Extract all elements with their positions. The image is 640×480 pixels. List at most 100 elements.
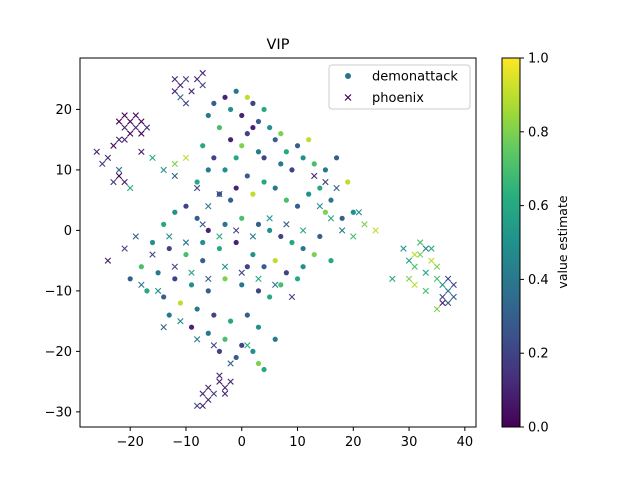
point-demonattack-45 bbox=[222, 221, 228, 227]
point-phoenix-32 bbox=[110, 178, 117, 186]
colorbar-tick-label-2: 0.4 bbox=[528, 273, 549, 288]
point-phoenix-85 bbox=[199, 390, 206, 397]
x-tick-label-6: 40 bbox=[457, 435, 474, 450]
legend-circle-marker bbox=[345, 73, 351, 79]
point-phoenix-111 bbox=[411, 251, 418, 258]
x-tick-label-0: −20 bbox=[116, 435, 143, 450]
legend: demonattack phoenix bbox=[328, 64, 471, 110]
point-phoenix-99 bbox=[444, 299, 452, 307]
point-demonattack-3 bbox=[211, 100, 217, 106]
point-demonattack-94 bbox=[244, 264, 250, 270]
point-phoenix-42 bbox=[333, 184, 340, 192]
point-demonattack-86 bbox=[255, 360, 262, 367]
chart-title: VIP bbox=[267, 37, 290, 53]
point-demonattack-81 bbox=[205, 330, 211, 336]
point-phoenix-3 bbox=[171, 88, 179, 95]
point-demonattack-43 bbox=[161, 221, 167, 227]
point-demonattack-19 bbox=[283, 149, 289, 155]
point-demonattack-72 bbox=[267, 294, 273, 300]
point-phoenix-58 bbox=[232, 227, 240, 234]
colorbar-tick-label-4: 0.8 bbox=[528, 125, 549, 140]
point-phoenix-104 bbox=[405, 275, 413, 282]
point-demonattack-14 bbox=[200, 143, 206, 149]
point-phoenix-54 bbox=[166, 233, 173, 240]
point-demonattack-26 bbox=[222, 167, 228, 173]
point-phoenix-77 bbox=[227, 360, 234, 367]
point-phoenix-108 bbox=[450, 293, 457, 301]
point-demonattack-38 bbox=[322, 209, 329, 215]
point-phoenix-4 bbox=[193, 75, 201, 83]
point-phoenix-10 bbox=[127, 118, 134, 125]
point-demonattack-24 bbox=[289, 167, 295, 173]
point-demonattack-39 bbox=[339, 215, 345, 221]
point-phoenix-30 bbox=[115, 172, 123, 180]
point-demonattack-74 bbox=[177, 300, 183, 306]
point-phoenix-57 bbox=[216, 233, 223, 240]
point-demonattack-60 bbox=[261, 264, 267, 270]
point-demonattack-55 bbox=[183, 251, 189, 258]
point-phoenix-96 bbox=[439, 281, 446, 289]
point-phoenix-65 bbox=[171, 263, 179, 270]
point-phoenix-33 bbox=[127, 184, 134, 192]
point-demonattack-57 bbox=[216, 245, 223, 252]
point-demonattack-48 bbox=[267, 227, 273, 234]
point-phoenix-73 bbox=[160, 323, 167, 331]
point-demonattack-99 bbox=[227, 197, 234, 203]
point-phoenix-14 bbox=[127, 130, 134, 137]
point-phoenix-36 bbox=[171, 172, 179, 180]
point-phoenix-27 bbox=[149, 154, 156, 162]
point-demonattack-5 bbox=[250, 100, 256, 106]
point-demonattack-8 bbox=[205, 112, 211, 119]
point-phoenix-114 bbox=[439, 299, 446, 307]
point-demonattack-82 bbox=[222, 336, 228, 342]
point-phoenix-50 bbox=[104, 257, 112, 264]
point-phoenix-92 bbox=[417, 251, 424, 258]
colorbar-gradient bbox=[502, 58, 520, 427]
point-phoenix-89 bbox=[199, 402, 206, 410]
point-phoenix-49 bbox=[355, 209, 363, 216]
point-demonattack-20 bbox=[294, 143, 301, 149]
point-demonattack-29 bbox=[233, 185, 239, 191]
point-demonattack-80 bbox=[188, 324, 195, 330]
point-phoenix-41 bbox=[322, 178, 329, 186]
point-phoenix-16 bbox=[115, 118, 123, 125]
point-demonattack-88 bbox=[216, 348, 223, 354]
y-tick-label-4: 10 bbox=[55, 163, 72, 178]
point-demonattack-42 bbox=[194, 215, 200, 221]
point-phoenix-1 bbox=[177, 82, 184, 89]
point-demonattack-46 bbox=[239, 215, 245, 221]
point-demonattack-28 bbox=[261, 179, 267, 185]
point-phoenix-15 bbox=[132, 124, 139, 131]
point-phoenix-72 bbox=[288, 293, 296, 301]
point-phoenix-68 bbox=[221, 263, 229, 270]
point-demonattack-102 bbox=[261, 155, 267, 161]
point-demonattack-31 bbox=[272, 185, 278, 191]
point-phoenix-113 bbox=[422, 245, 429, 252]
point-phoenix-90 bbox=[405, 257, 413, 264]
point-phoenix-43 bbox=[316, 203, 324, 210]
point-phoenix-9 bbox=[182, 100, 190, 107]
point-demonattack-53 bbox=[149, 239, 156, 246]
point-phoenix-35 bbox=[160, 166, 167, 174]
y-tick-label-0: −30 bbox=[45, 405, 72, 420]
point-phoenix-67 bbox=[205, 275, 212, 282]
point-demonattack-78 bbox=[244, 312, 250, 318]
legend-frame bbox=[328, 64, 471, 110]
point-demonattack-10 bbox=[216, 124, 223, 131]
point-demonattack-84 bbox=[250, 348, 256, 354]
point-demonattack-59 bbox=[250, 251, 256, 258]
point-phoenix-52 bbox=[132, 233, 139, 240]
point-demonattack-22 bbox=[300, 155, 306, 161]
point-demonattack-101 bbox=[205, 167, 211, 173]
point-phoenix-66 bbox=[188, 269, 195, 276]
point-demonattack-0 bbox=[222, 94, 228, 100]
colorbar: 0.0 0.2 0.4 0.6 0.8 1.0 value estimate bbox=[501, 52, 570, 436]
point-demonattack-50 bbox=[289, 239, 295, 246]
point-phoenix-21 bbox=[110, 142, 117, 149]
point-phoenix-6 bbox=[188, 88, 195, 95]
point-demonattack-106 bbox=[322, 167, 329, 173]
point-phoenix-80 bbox=[221, 384, 229, 391]
point-phoenix-93 bbox=[422, 269, 429, 276]
point-demonattack-54 bbox=[166, 245, 172, 252]
point-demonattack-25 bbox=[278, 161, 284, 167]
